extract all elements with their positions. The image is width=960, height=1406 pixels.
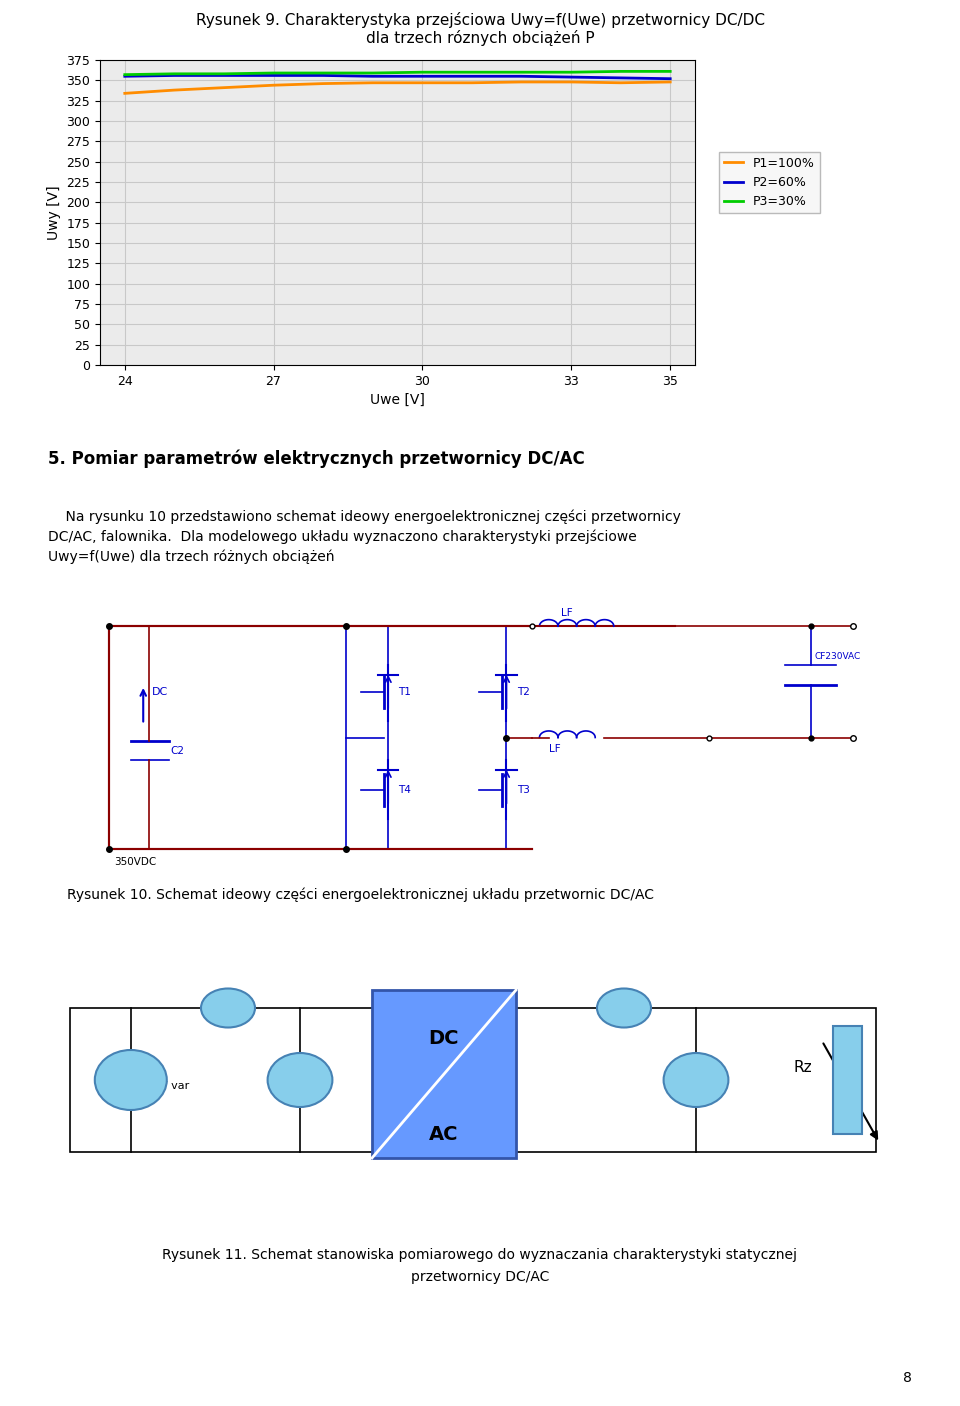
Text: T1: T1 bbox=[398, 688, 411, 697]
P1=100% bbox=[516, 73, 527, 90]
X-axis label: Uwe [V]: Uwe [V] bbox=[370, 394, 425, 408]
Text: Rz: Rz bbox=[793, 1060, 812, 1076]
P2=60% bbox=[119, 67, 131, 84]
Line: P2=60%: P2=60% bbox=[125, 76, 670, 79]
P3=30% bbox=[467, 63, 478, 80]
P1=100% bbox=[367, 75, 378, 91]
Text: przetwornicy DC/AC: przetwornicy DC/AC bbox=[411, 1270, 549, 1284]
P3=30% bbox=[367, 65, 378, 82]
P3=30% bbox=[169, 66, 180, 83]
Text: LF: LF bbox=[562, 609, 573, 619]
P2=60% bbox=[218, 67, 229, 84]
Text: Na rysunku 10 przedstawiono schemat ideowy energoelektronicznej części przetworn: Na rysunku 10 przedstawiono schemat ideo… bbox=[48, 510, 681, 524]
P2=60% bbox=[664, 70, 676, 87]
Text: LF: LF bbox=[549, 744, 561, 754]
Text: Rysunek 10. Schemat ideowy części energoelektronicznej układu przetwornic DC/AC: Rysunek 10. Schemat ideowy części energo… bbox=[67, 889, 654, 903]
Y-axis label: Uwy [V]: Uwy [V] bbox=[47, 186, 60, 240]
P2=60% bbox=[467, 67, 478, 84]
Text: DC: DC bbox=[152, 688, 168, 697]
P3=30% bbox=[318, 65, 329, 82]
P1=100% bbox=[467, 75, 478, 91]
P1=100% bbox=[169, 82, 180, 98]
P3=30% bbox=[119, 66, 131, 83]
Text: Uwy=f(Uwe) dla trzech różnych obciążeń: Uwy=f(Uwe) dla trzech różnych obciążeń bbox=[48, 550, 334, 564]
Circle shape bbox=[95, 1050, 167, 1109]
Text: T2: T2 bbox=[516, 688, 530, 697]
P2=60% bbox=[268, 67, 279, 84]
P1=100% bbox=[664, 73, 676, 90]
P2=60% bbox=[169, 67, 180, 84]
Text: 350VDC: 350VDC bbox=[113, 858, 156, 868]
P3=30% bbox=[614, 63, 626, 80]
P1=100% bbox=[417, 75, 428, 91]
Text: DC: DC bbox=[429, 1029, 459, 1047]
P3=30% bbox=[565, 63, 577, 80]
Circle shape bbox=[268, 1053, 332, 1107]
Text: 8: 8 bbox=[903, 1371, 912, 1385]
Text: DC/AC, falownika.  Dla modelowego układu wyznaczono charakterystyki przejściowe: DC/AC, falownika. Dla modelowego układu … bbox=[48, 530, 636, 544]
P3=30% bbox=[664, 63, 676, 80]
Text: C2: C2 bbox=[170, 745, 184, 756]
P3=30% bbox=[417, 63, 428, 80]
P1=100% bbox=[565, 73, 577, 90]
Text: AC: AC bbox=[429, 1125, 459, 1143]
P2=60% bbox=[367, 67, 378, 84]
P1=100% bbox=[119, 84, 131, 101]
P2=60% bbox=[417, 67, 428, 84]
Line: P1=100%: P1=100% bbox=[125, 82, 670, 93]
P2=60% bbox=[318, 67, 329, 84]
P1=100% bbox=[318, 75, 329, 91]
Legend: P1=100%, P2=60%, P3=30%: P1=100%, P2=60%, P3=30% bbox=[719, 152, 820, 214]
FancyBboxPatch shape bbox=[833, 1026, 862, 1135]
Text: V var: V var bbox=[159, 1081, 189, 1091]
FancyBboxPatch shape bbox=[372, 990, 516, 1159]
Text: CF230VAC: CF230VAC bbox=[815, 652, 861, 661]
Circle shape bbox=[663, 1053, 729, 1107]
Text: dla trzech róznych obciążeń P: dla trzech róznych obciążeń P bbox=[366, 30, 594, 46]
Text: V: V bbox=[295, 1073, 305, 1087]
P3=30% bbox=[218, 66, 229, 83]
Text: T4: T4 bbox=[398, 785, 411, 796]
P3=30% bbox=[516, 63, 527, 80]
Text: T3: T3 bbox=[516, 785, 530, 796]
Ellipse shape bbox=[597, 988, 651, 1028]
P1=100% bbox=[268, 77, 279, 94]
P1=100% bbox=[218, 79, 229, 96]
Text: Rysunek 9. Charakterystyka przejściowa Uwy=f(Uwe) przetwornicy DC/DC: Rysunek 9. Charakterystyka przejściowa U… bbox=[196, 13, 764, 28]
P2=60% bbox=[614, 69, 626, 86]
P1=100% bbox=[614, 75, 626, 91]
Text: 5. Pomiar parametrów elektrycznych przetwornicy DC/AC: 5. Pomiar parametrów elektrycznych przet… bbox=[48, 450, 585, 468]
Text: A: A bbox=[223, 1001, 233, 1015]
Text: A: A bbox=[618, 1001, 630, 1015]
Text: Rysunek 11. Schemat stanowiska pomiarowego do wyznaczania charakterystyki statyc: Rysunek 11. Schemat stanowiska pomiarowe… bbox=[162, 1249, 798, 1263]
P2=60% bbox=[516, 67, 527, 84]
P3=30% bbox=[268, 65, 279, 82]
Ellipse shape bbox=[201, 988, 255, 1028]
Text: V: V bbox=[690, 1073, 702, 1087]
Line: P3=30%: P3=30% bbox=[125, 72, 670, 75]
P2=60% bbox=[565, 69, 577, 86]
